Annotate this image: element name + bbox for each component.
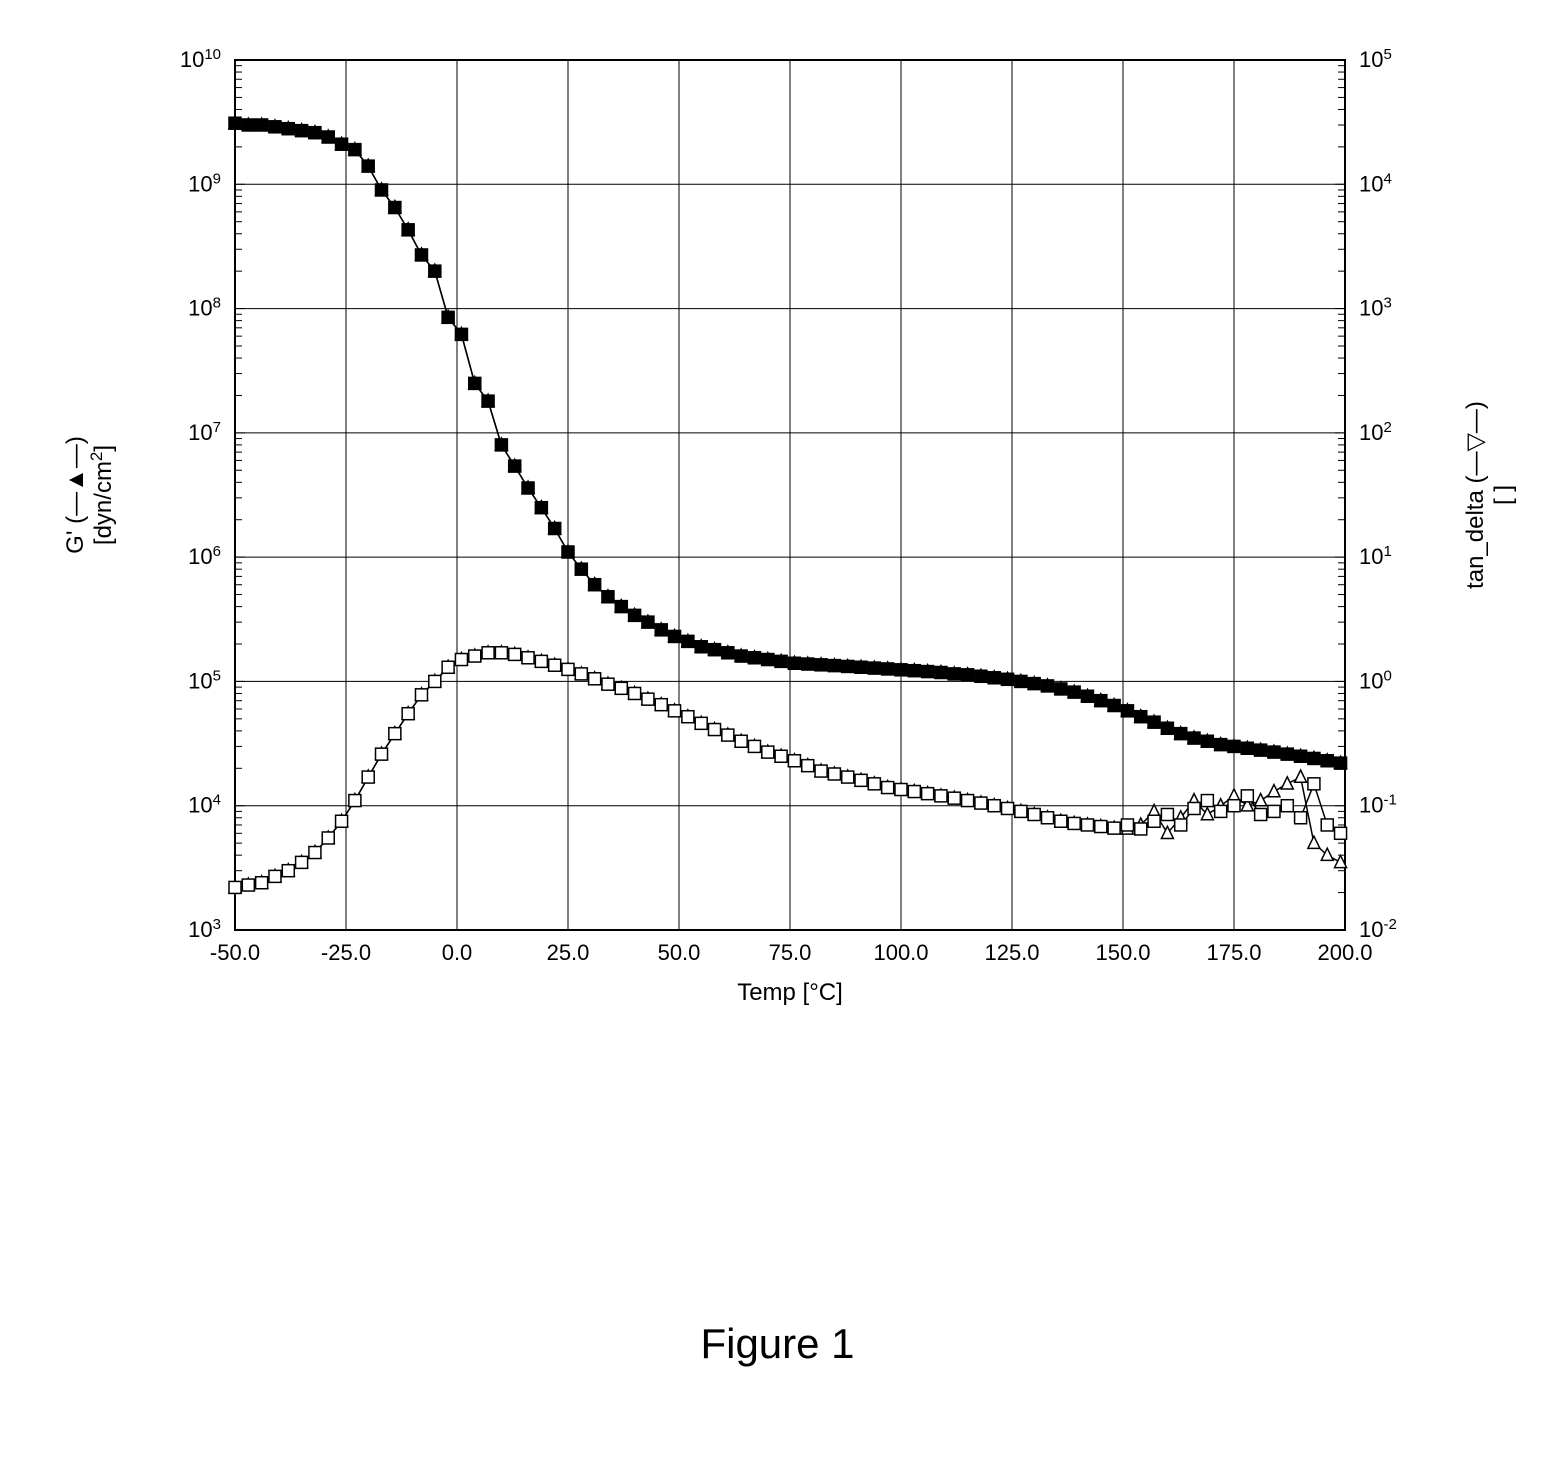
svg-text:102: 102 (1359, 418, 1392, 445)
svg-text:103: 103 (188, 916, 221, 943)
svg-text:-25.0: -25.0 (321, 940, 371, 965)
svg-text:101: 101 (1359, 543, 1392, 570)
svg-text:105: 105 (188, 667, 221, 694)
svg-text:109: 109 (188, 170, 221, 197)
svg-text:103: 103 (1359, 294, 1392, 321)
svg-text:G' (—▲—): G' (—▲—) (62, 436, 89, 554)
svg-text:100.0: 100.0 (873, 940, 928, 965)
svg-text:10-2: 10-2 (1359, 916, 1397, 943)
svg-text:0.0: 0.0 (442, 940, 473, 965)
svg-text:104: 104 (1359, 170, 1392, 197)
svg-text:-50.0: -50.0 (210, 940, 260, 965)
svg-text:104: 104 (188, 791, 221, 818)
svg-text:108: 108 (188, 294, 221, 321)
svg-text:105: 105 (1359, 46, 1392, 73)
svg-text:175.0: 175.0 (1206, 940, 1261, 965)
figure-title: Figure 1 (0, 1320, 1555, 1368)
chart-svg: -50.0 -25.0 0.0 25.0 50.0 75.0 100.0 125.0 150.0… (0, 0, 1555, 1484)
svg-text:75.0: 75.0 (769, 940, 812, 965)
svg-text:25.0: 25.0 (547, 940, 590, 965)
svg-text:Temp [°C]: Temp [°C] (737, 979, 843, 1006)
svg-text:50.0: 50.0 (658, 940, 701, 965)
svg-text:10-1: 10-1 (1359, 791, 1397, 818)
svg-text:[ ]: [ ] (1490, 485, 1517, 505)
svg-text:100: 100 (1359, 667, 1392, 694)
page: -50.0 -25.0 0.0 25.0 50.0 75.0 100.0 125.0 150.0… (0, 0, 1555, 1484)
svg-text:200.0: 200.0 (1317, 940, 1372, 965)
svg-text:106: 106 (188, 543, 221, 570)
svg-text:tan_delta (—▽—): tan_delta (—▽—) (1462, 401, 1489, 589)
svg-text:125.0: 125.0 (984, 940, 1039, 965)
svg-text:[dyn/cm2]: [dyn/cm2] (87, 445, 118, 545)
svg-text:107: 107 (188, 418, 221, 445)
svg-text:150.0: 150.0 (1095, 940, 1150, 965)
svg-text:1010: 1010 (180, 46, 221, 73)
